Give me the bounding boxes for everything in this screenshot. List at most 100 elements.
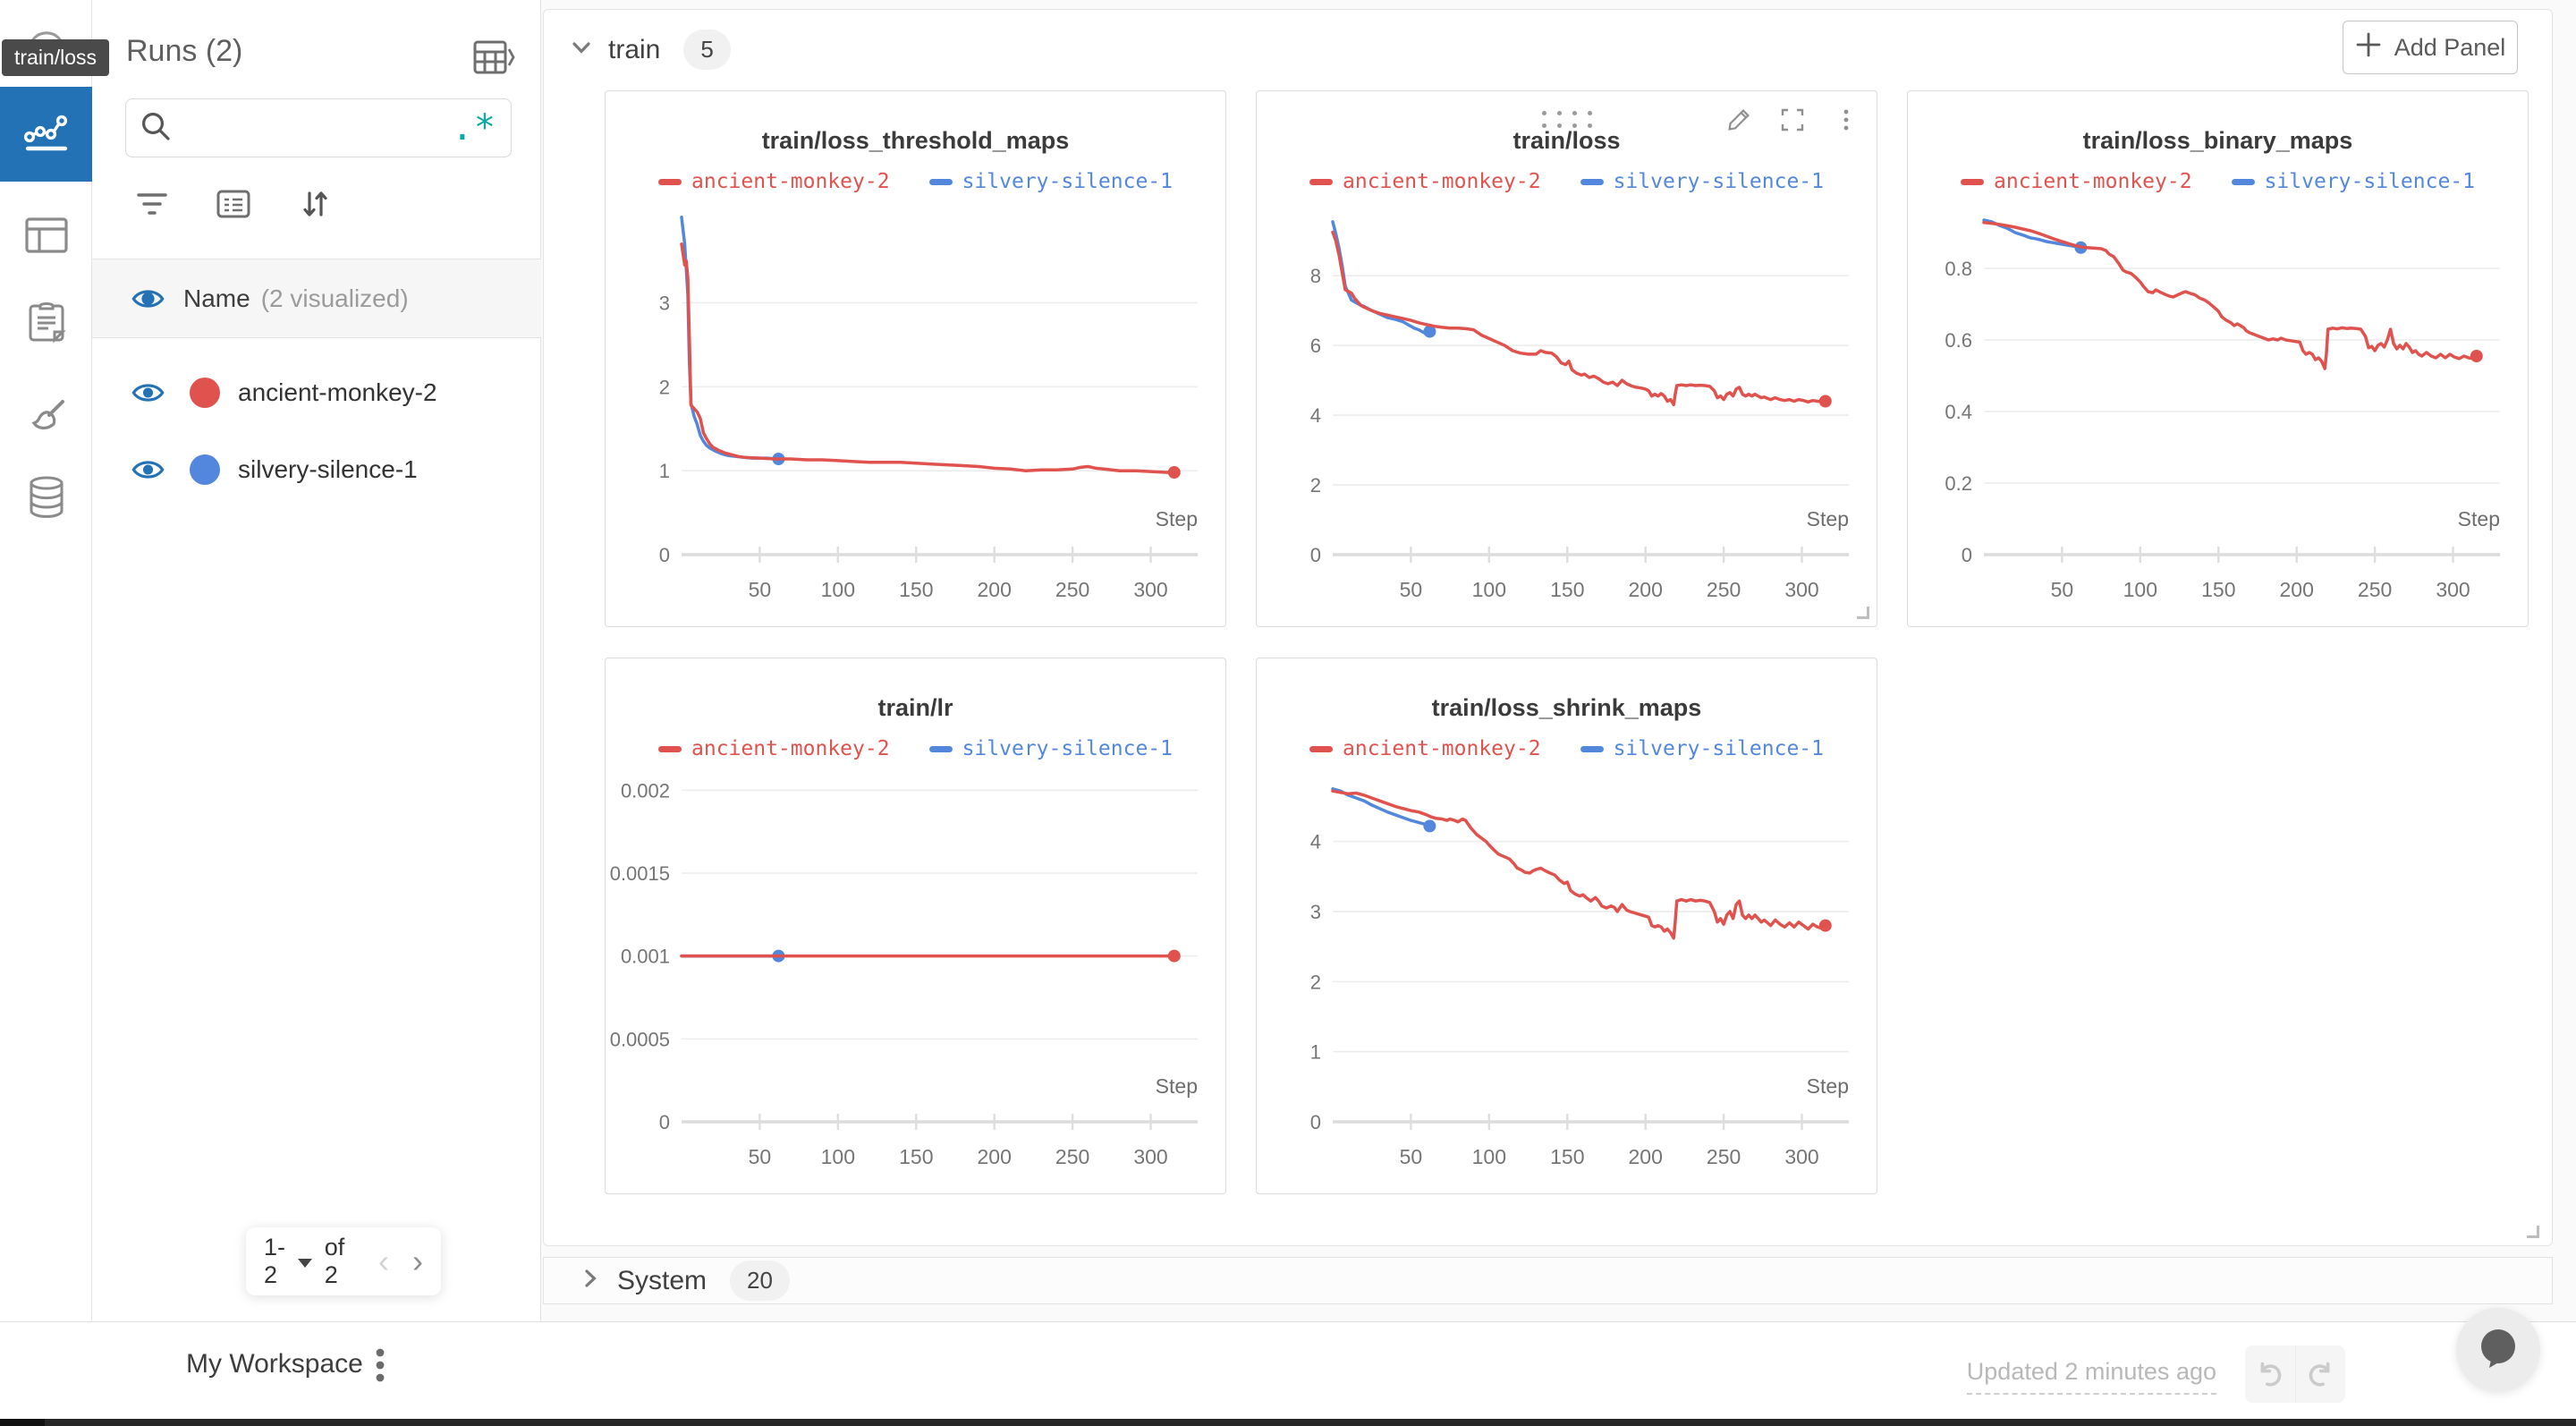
- run-row-ancient-monkey-2[interactable]: ancient-monkey-2: [92, 354, 541, 431]
- svg-text:Step: Step: [1156, 507, 1198, 531]
- legend-label: ancient-monkey-2: [1343, 737, 1541, 760]
- nav-item-artifacts[interactable]: [0, 454, 92, 544]
- svg-text:2: 2: [1310, 474, 1321, 497]
- svg-text:300: 300: [1784, 1145, 1818, 1168]
- footer-bar: My Workspace Updated 2 minutes ago: [0, 1308, 2576, 1419]
- nav-item-sweeps[interactable]: [0, 373, 92, 463]
- nav-item-workspace-charts[interactable]: [0, 87, 92, 182]
- svg-text:200: 200: [1629, 1145, 1663, 1168]
- svg-text:250: 250: [1055, 578, 1089, 601]
- panel-legend: ancient-monkey-2 silvery-silence-1: [1908, 170, 2528, 193]
- nav-item-logs[interactable]: [0, 279, 92, 369]
- line-chart-plot[interactable]: 0 1 2 3 4 50 100 150 200 250 300 Step: [1257, 773, 1878, 1183]
- svg-text:300: 300: [1784, 578, 1818, 601]
- line-chart-plot[interactable]: 0 0.2 0.4 0.6 0.8 50 100 150 200 250 300 Step: [1908, 206, 2529, 615]
- svg-text:200: 200: [978, 1145, 1012, 1168]
- eye-icon[interactable]: [131, 380, 165, 405]
- panel-title: train/loss_binary_maps: [2082, 127, 2353, 154]
- edit-panel-icon[interactable]: [1726, 107, 1751, 137]
- svg-text:1: 1: [659, 460, 670, 482]
- resize-handle-icon[interactable]: [1857, 607, 1869, 619]
- run-search-input[interactable]: [182, 114, 452, 142]
- filter-icon[interactable]: [134, 186, 170, 226]
- svg-text:1: 1: [1310, 1041, 1321, 1064]
- panel-card-loss-binary-maps: train/loss_binary_maps ancient-monkey-2 …: [1907, 90, 2529, 627]
- panel-title: train/loss_threshold_maps: [761, 127, 1070, 154]
- run-row-silvery-silence-1[interactable]: silvery-silence-1: [92, 431, 541, 508]
- train-section-header[interactable]: train 5: [569, 30, 731, 70]
- run-search: .*: [125, 98, 512, 157]
- svg-text:150: 150: [1550, 578, 1584, 601]
- svg-text:250: 250: [1055, 1145, 1089, 1168]
- sort-icon[interactable]: [297, 186, 333, 226]
- main-area: train 5 Add Panel train/loss_threshold_m…: [541, 0, 2576, 1321]
- system-section-header[interactable]: System 20: [543, 1257, 2553, 1304]
- svg-text:100: 100: [821, 578, 855, 601]
- nav-rail: [0, 0, 92, 1321]
- undo-redo-group: [2245, 1345, 2345, 1403]
- svg-text:4: 4: [1310, 404, 1321, 427]
- svg-text:50: 50: [749, 1145, 772, 1168]
- panel-card-lr: train/lr ancient-monkey-2 silvery-silenc…: [605, 658, 1226, 1194]
- run-list-header-sublabel: (2 visualized): [260, 284, 409, 312]
- fullscreen-icon[interactable]: [1780, 107, 1805, 137]
- svg-text:200: 200: [978, 578, 1012, 601]
- line-chart-plot[interactable]: 0 0.0005 0.001 0.0015 0.002 50 100 150 200 250 300…: [606, 773, 1227, 1183]
- panel-title: train/lr: [877, 694, 953, 721]
- page-range-dropdown[interactable]: 1-2: [264, 1234, 286, 1288]
- svg-text:250: 250: [1707, 578, 1741, 601]
- kebab-menu-icon[interactable]: [1834, 107, 1859, 137]
- legend-label: ancient-monkey-2: [1994, 170, 2192, 193]
- panel-legend: ancient-monkey-2 silvery-silence-1: [1257, 170, 1877, 193]
- svg-text:0.0005: 0.0005: [610, 1028, 670, 1050]
- svg-text:0: 0: [659, 544, 670, 566]
- runs-panel: Runs (2) .*: [92, 0, 541, 1321]
- regex-toggle-icon[interactable]: .*: [451, 107, 496, 149]
- svg-text:50: 50: [1400, 1145, 1423, 1168]
- legend-label: ancient-monkey-2: [691, 737, 890, 760]
- svg-text:100: 100: [821, 1145, 855, 1168]
- svg-text:100: 100: [1472, 578, 1506, 601]
- search-icon: [140, 111, 171, 146]
- run-list-header-label: Name: [183, 284, 250, 312]
- resize-handle-icon[interactable]: [2527, 1226, 2539, 1238]
- redo-icon[interactable]: [2296, 1345, 2346, 1403]
- eye-icon[interactable]: [131, 286, 165, 311]
- add-panel-button[interactable]: Add Panel: [2343, 21, 2518, 74]
- run-name: silvery-silence-1: [238, 455, 418, 483]
- line-chart-plot[interactable]: 0 1 2 3 50 100 150 200 250 300 Step: [606, 206, 1227, 615]
- legend-label: ancient-monkey-2: [691, 170, 890, 193]
- nav-item-table[interactable]: [0, 192, 92, 282]
- legend-dash: [1580, 745, 1604, 752]
- svg-text:150: 150: [899, 578, 933, 601]
- svg-text:2: 2: [659, 376, 670, 398]
- legend-label: silvery-silence-1: [1613, 737, 1824, 760]
- runs-table-button[interactable]: [472, 39, 515, 80]
- undo-icon[interactable]: [2245, 1345, 2296, 1403]
- clipboard-icon: [26, 300, 67, 349]
- tooltip: train/loss: [2, 39, 110, 76]
- legend-label: silvery-silence-1: [1613, 170, 1824, 193]
- panel-legend: ancient-monkey-2 silvery-silence-1: [1257, 737, 1877, 760]
- prev-page-icon[interactable]: ‹: [378, 1243, 389, 1279]
- next-page-icon[interactable]: ›: [412, 1243, 423, 1279]
- workspace-kebab-icon[interactable]: [374, 1345, 386, 1392]
- svg-text:100: 100: [1472, 1145, 1506, 1168]
- svg-text:Step: Step: [1156, 1074, 1198, 1098]
- panel-legend: ancient-monkey-2 silvery-silence-1: [606, 170, 1225, 193]
- section-count-badge: 20: [730, 1260, 790, 1301]
- svg-text:4: 4: [1310, 831, 1321, 853]
- svg-text:300: 300: [1133, 1145, 1167, 1168]
- svg-text:0.0015: 0.0015: [610, 862, 670, 885]
- line-chart-plot[interactable]: 0 2 4 6 8 50 100 150 200 250 300 Step: [1257, 206, 1878, 615]
- chat-launcher[interactable]: [2456, 1308, 2540, 1392]
- details-icon[interactable]: [215, 186, 252, 226]
- legend-dash: [928, 745, 953, 752]
- legend-label: ancient-monkey-2: [1343, 170, 1541, 193]
- svg-text:200: 200: [1629, 578, 1663, 601]
- drag-handle-icon[interactable]: [1541, 111, 1592, 128]
- panel-title: train/loss: [1513, 127, 1621, 154]
- svg-text:50: 50: [1400, 578, 1423, 601]
- chevron-down-icon: [569, 35, 594, 64]
- eye-icon[interactable]: [131, 457, 165, 482]
